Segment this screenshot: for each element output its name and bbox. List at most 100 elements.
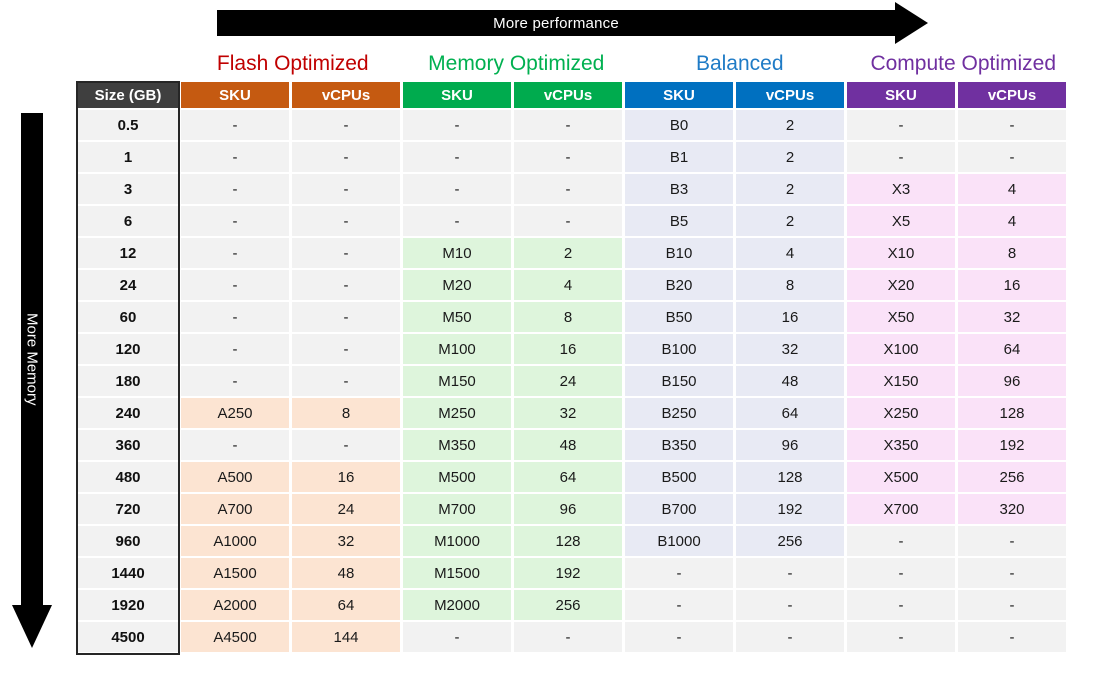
flash-optimized-sku-cell: A4500 — [181, 622, 289, 652]
compute-optimized-sku-cell: X10 — [847, 238, 955, 268]
memory-optimized-vcpus-cell: - — [514, 174, 622, 204]
size-cell: 12 — [78, 238, 178, 268]
memory-optimized-sku-cell: M2000 — [403, 590, 511, 620]
table-row: 1- - - - B1 2- - — [78, 142, 1066, 172]
table-row: 480 A500 16 M500 64 B500 128 X500 256 — [78, 462, 1066, 492]
table-row: 240 A250 8 M250 32 B250 64 X250 128 — [78, 398, 1066, 428]
flash-optimized-vcpus-cell: 144 — [292, 622, 400, 652]
more-memory-arrow: More Memory — [12, 113, 52, 648]
more-memory-label: More Memory — [23, 312, 41, 406]
flash-optimized-vcpus-cell: 64 — [292, 590, 400, 620]
balanced-vcpus-cell: - — [736, 622, 844, 652]
balanced-vcpus-cell: 2 — [736, 110, 844, 140]
compute-optimized-vcpus-cell: - — [958, 526, 1066, 556]
compute-optimized-sku-cell: X250 — [847, 398, 955, 428]
category-title-compute-optimized: Compute Optimized — [870, 52, 1057, 75]
compute-optimized-sku-cell: - — [847, 142, 955, 172]
balanced-vcpus-cell: - — [736, 558, 844, 588]
memory-optimized-vcpus-cell: 128 — [514, 526, 622, 556]
flash-optimized-vcpus-cell: 8 — [292, 398, 400, 428]
compute-optimized-vcpus-cell: - — [958, 558, 1066, 588]
balanced-vcpus-cell: 2 — [736, 174, 844, 204]
compute-optimized-sku-cell: - — [847, 558, 955, 588]
sku-table: Size (GB) SKU vCPUs SKU vCPUs SKU vCPUs SKU vCPU… — [75, 80, 1069, 654]
size-cell: 1 — [78, 142, 178, 172]
balanced-sku-cell: B50 — [625, 302, 733, 332]
balanced-vcpus-cell: 256 — [736, 526, 844, 556]
memory-optimized-sku-cell: M1500 — [403, 558, 511, 588]
compute-optimized-vcpus-cell: 32 — [958, 302, 1066, 332]
category-title-balanced: Balanced — [695, 52, 784, 75]
memory-optimized-sku-cell: M10 — [403, 238, 511, 268]
flash-optimized-sku-cell: - — [181, 110, 289, 140]
arrow-right-head-icon — [895, 2, 928, 44]
size-cell: 180 — [78, 366, 178, 396]
flash-optimized-sku-cell: - — [181, 334, 289, 364]
size-cell: 60 — [78, 302, 178, 332]
category-title-flash-optimized: Flash Optimized — [216, 52, 369, 75]
compute-optimized-vcpus-cell: 128 — [958, 398, 1066, 428]
compute-optimized-vcpus-cell: - — [958, 590, 1066, 620]
memory-optimized-vcpus-header: vCPUs — [514, 82, 622, 108]
balanced-vcpus-cell: 64 — [736, 398, 844, 428]
flash-optimized-sku-cell: - — [181, 206, 289, 236]
size-cell: 240 — [78, 398, 178, 428]
memory-optimized-vcpus-cell: 8 — [514, 302, 622, 332]
table-row: 360- - M350 48 B350 96 X350 192 — [78, 430, 1066, 460]
table-row: 720 A700 24 M700 96 B700 192 X700 320 — [78, 494, 1066, 524]
table-row: 960 A1000 32 M1000 128 B1000 256- - — [78, 526, 1066, 556]
table-header-row: Size (GB) SKU vCPUs SKU vCPUs SKU vCPUs SKU vCPU… — [78, 82, 1066, 108]
table-row: 1440 A1500 48 M1500 192- - - - — [78, 558, 1066, 588]
compute-optimized-sku-cell: X20 — [847, 270, 955, 300]
memory-optimized-sku-cell: M1000 — [403, 526, 511, 556]
compute-optimized-vcpus-header: vCPUs — [958, 82, 1066, 108]
flash-optimized-sku-cell: A250 — [181, 398, 289, 428]
balanced-sku-cell: B350 — [625, 430, 733, 460]
memory-optimized-vcpus-cell: 256 — [514, 590, 622, 620]
balanced-sku-cell: B100 — [625, 334, 733, 364]
flash-optimized-vcpus-cell: 16 — [292, 462, 400, 492]
compute-optimized-sku-cell: - — [847, 526, 955, 556]
memory-optimized-vcpus-cell: 32 — [514, 398, 622, 428]
memory-optimized-sku-cell: M500 — [403, 462, 511, 492]
balanced-vcpus-cell: 192 — [736, 494, 844, 524]
balanced-sku-cell: B700 — [625, 494, 733, 524]
memory-optimized-sku-header: SKU — [403, 82, 511, 108]
balanced-vcpus-cell: 16 — [736, 302, 844, 332]
size-cell: 1920 — [78, 590, 178, 620]
memory-optimized-vcpus-cell: 96 — [514, 494, 622, 524]
flash-optimized-vcpus-cell: - — [292, 270, 400, 300]
memory-optimized-sku-cell: M100 — [403, 334, 511, 364]
balanced-sku-cell: B500 — [625, 462, 733, 492]
memory-optimized-sku-cell: - — [403, 174, 511, 204]
memory-optimized-sku-cell: M250 — [403, 398, 511, 428]
compute-optimized-sku-header: SKU — [847, 82, 955, 108]
balanced-sku-cell: B1 — [625, 142, 733, 172]
compute-optimized-sku-cell: X50 — [847, 302, 955, 332]
category-titles-row: Flash Optimized Memory Optimized Balanced C… — [78, 48, 1075, 80]
flash-optimized-vcpus-cell: - — [292, 334, 400, 364]
flash-optimized-sku-cell: A700 — [181, 494, 289, 524]
flash-optimized-sku-cell: A1500 — [181, 558, 289, 588]
size-column-header: Size (GB) — [78, 82, 178, 108]
table-row: 180- - M150 24 B150 48 X150 96 — [78, 366, 1066, 396]
memory-optimized-sku-cell: M50 — [403, 302, 511, 332]
flash-optimized-vcpus-cell: - — [292, 206, 400, 236]
compute-optimized-sku-cell: - — [847, 110, 955, 140]
compute-optimized-sku-cell: X350 — [847, 430, 955, 460]
compute-optimized-sku-cell: - — [847, 590, 955, 620]
flash-optimized-vcpus-cell: - — [292, 366, 400, 396]
memory-optimized-sku-cell: - — [403, 110, 511, 140]
compute-optimized-vcpus-cell: 4 — [958, 206, 1066, 236]
table-row: 6- - - - B5 2 X5 4 — [78, 206, 1066, 236]
balanced-vcpus-cell: 2 — [736, 142, 844, 172]
table-row: 1920 A2000 64 M2000 256- - - - — [78, 590, 1066, 620]
compute-optimized-vcpus-cell: 192 — [958, 430, 1066, 460]
balanced-vcpus-cell: 96 — [736, 430, 844, 460]
compute-optimized-vcpus-cell: 16 — [958, 270, 1066, 300]
memory-optimized-sku-cell: - — [403, 142, 511, 172]
compute-optimized-sku-cell: X3 — [847, 174, 955, 204]
table-row: 3- - - - B3 2 X3 4 — [78, 174, 1066, 204]
memory-optimized-vcpus-cell: 2 — [514, 238, 622, 268]
